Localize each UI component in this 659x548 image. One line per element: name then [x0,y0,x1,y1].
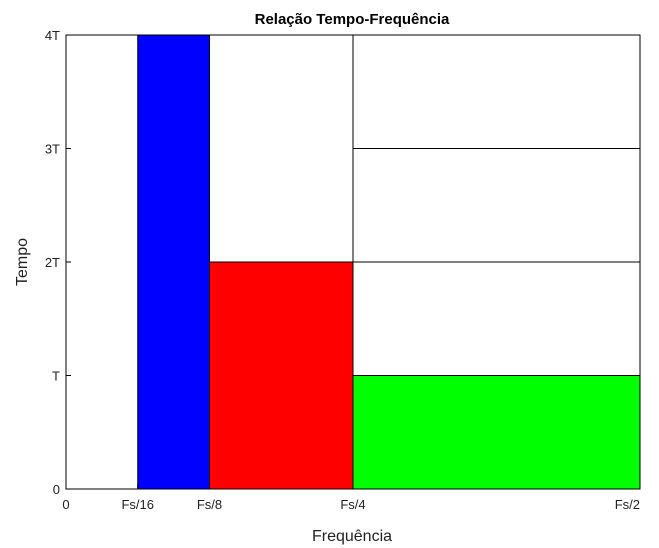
y-axis-ticks: 0 T 2T 3T 4T [45,28,71,497]
tile-fs16-fs8-full [137,34,210,490]
x-tick-label: 0 [62,497,69,512]
y-tick-label: 3T [45,142,60,157]
tiles-layer [137,34,641,490]
tile-fs4-fs2-band-2 [352,261,641,376]
x-tick-label: Fs/16 [121,497,154,512]
tile-fs8-fs4-upper [209,34,354,263]
x-tick-label: Fs/2 [615,497,640,512]
tile-fs4-fs2-band-3 [352,148,641,263]
y-tick-label: T [52,369,60,384]
tile-fs4-fs2-band-4 [352,34,641,149]
chart-title: Relação Tempo-Frequência [255,11,450,28]
tile-fs4-fs2-band-1 [352,375,641,490]
x-tick-label: Fs/4 [340,497,365,512]
x-axis-ticks: 0 Fs/16 Fs/8 Fs/4 Fs/2 [62,484,641,512]
y-tick-label: 2T [45,255,60,270]
y-tick-label: 4T [45,28,60,43]
y-axis-label: Tempo [14,238,31,286]
tile-fs8-fs4-lower [209,261,354,490]
x-tick-label: Fs/8 [197,497,222,512]
y-tick-label: 0 [53,482,60,497]
x-axis-label: Frequência [312,528,392,545]
